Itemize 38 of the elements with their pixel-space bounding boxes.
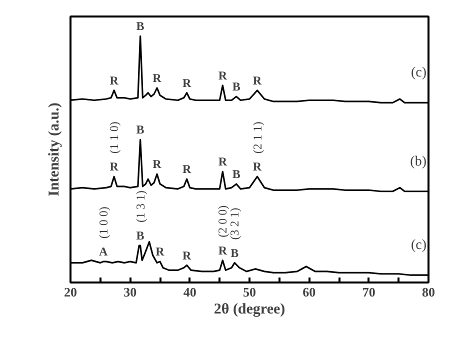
x-tick-label: 70 bbox=[362, 284, 376, 300]
annotation: R bbox=[182, 162, 192, 176]
x-tick-label: 80 bbox=[422, 284, 435, 300]
annotation: B bbox=[232, 80, 240, 94]
annotation: (1 1 0) bbox=[107, 122, 122, 154]
annotation: (3 2 1) bbox=[228, 208, 242, 240]
annotation: (1 0 0) bbox=[96, 206, 110, 239]
annotation: A bbox=[98, 244, 108, 259]
x-tick-label: 50 bbox=[243, 284, 256, 300]
annotation: R bbox=[152, 70, 162, 85]
x-axis-title: 2θ (degree) bbox=[214, 302, 286, 318]
annotation: R bbox=[182, 76, 192, 90]
annotation: R bbox=[110, 160, 119, 174]
annotation: B bbox=[136, 228, 144, 243]
annotation: (2 0 0) bbox=[216, 205, 230, 238]
annotation: (2 1 1) bbox=[250, 122, 264, 154]
annotation: R bbox=[252, 160, 262, 174]
series-label: (c) bbox=[410, 238, 427, 254]
x-tick-label: 60 bbox=[302, 284, 316, 300]
annotation: B bbox=[136, 122, 144, 137]
annotation: R bbox=[156, 244, 165, 259]
annotation: R bbox=[218, 68, 228, 82]
annotation: B bbox=[232, 166, 240, 181]
annotation: B bbox=[136, 19, 144, 34]
series-label: (b) bbox=[410, 154, 427, 170]
annotation: (1 3 1) bbox=[133, 190, 148, 223]
x-tick-label: 40 bbox=[183, 284, 196, 300]
x-tick-label: 30 bbox=[124, 284, 137, 300]
annotation: R bbox=[110, 73, 119, 88]
y-axis-title: Intensity (a.u.) bbox=[46, 102, 62, 196]
annotation: R bbox=[252, 73, 262, 88]
annotation: B bbox=[230, 246, 239, 260]
annotation: R bbox=[182, 248, 192, 262]
annotation: R bbox=[152, 157, 162, 172]
x-tick-label: 20 bbox=[64, 284, 77, 300]
annotation: R bbox=[218, 243, 228, 258]
annotation: R bbox=[218, 154, 228, 169]
series-label: (c) bbox=[410, 66, 427, 81]
